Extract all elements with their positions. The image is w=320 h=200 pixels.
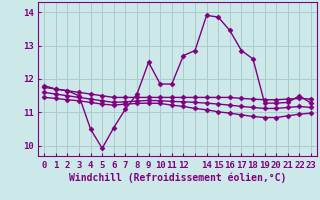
X-axis label: Windchill (Refroidissement éolien,°C): Windchill (Refroidissement éolien,°C) — [69, 173, 286, 183]
